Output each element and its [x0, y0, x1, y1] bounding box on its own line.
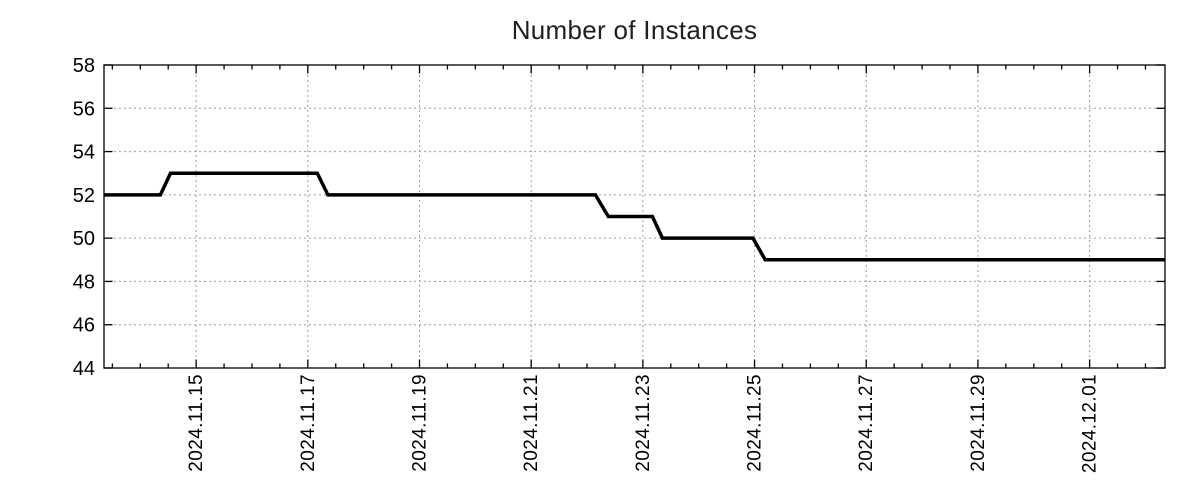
x-tick-label: 2024.11.17: [298, 374, 319, 472]
y-tick-label: 46: [73, 315, 95, 337]
y-tick-label: 56: [73, 98, 95, 120]
x-tick-label: 2024.11.25: [745, 374, 766, 472]
y-tick-label: 54: [73, 142, 95, 164]
x-tick-label: 2024.11.21: [521, 374, 542, 472]
x-tick-label: 2024.11.15: [186, 374, 207, 472]
x-tick-label: 2024.12.01: [1080, 374, 1101, 473]
chart-title: Number of Instances: [511, 14, 758, 45]
x-tick-label: 2024.11.27: [856, 374, 877, 472]
y-tick-label: 48: [73, 271, 95, 293]
plot-border: [103, 64, 1166, 369]
y-tick-label: 52: [73, 185, 95, 207]
series-line: [104, 171, 1165, 262]
x-tick-label: 2024.11.19: [410, 374, 431, 472]
x-tick-label: 2024.11.29: [968, 374, 989, 472]
y-tick-label: 44: [73, 358, 95, 380]
y-tick-label: 50: [73, 228, 95, 250]
y-tick-label: 58: [73, 55, 95, 77]
x-tick-label: 2024.11.23: [633, 374, 654, 472]
